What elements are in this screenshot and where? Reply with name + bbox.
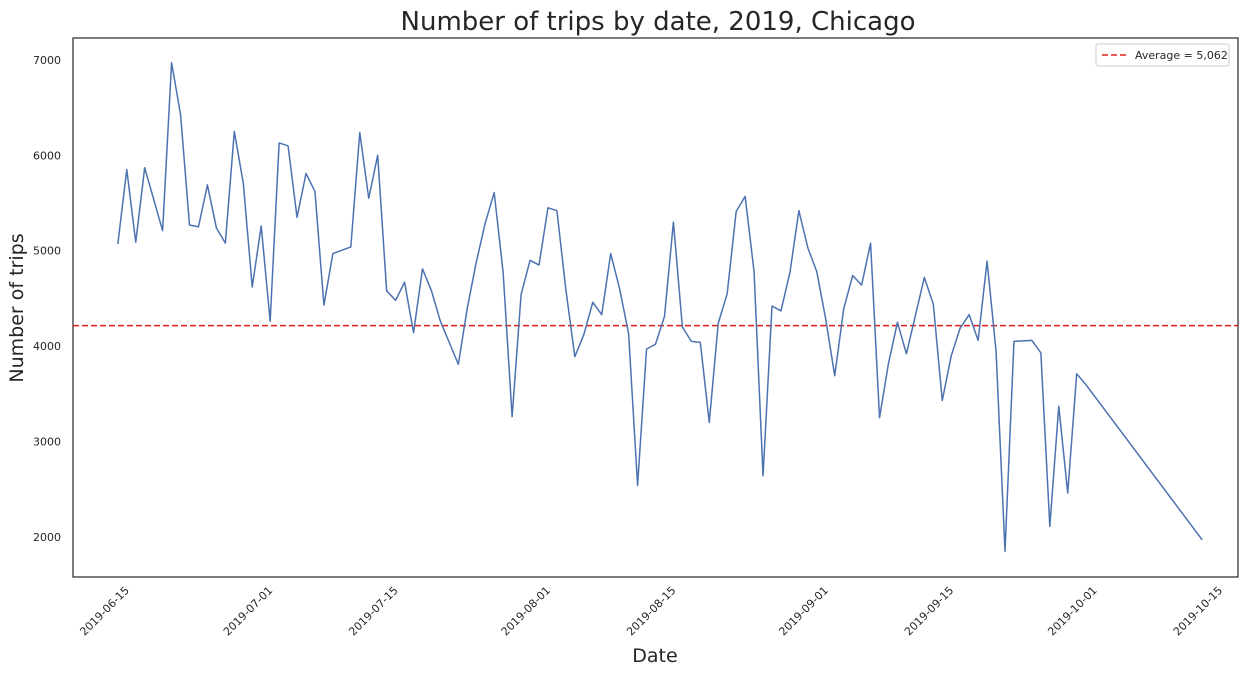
y-tick-label: 7000 <box>33 54 61 67</box>
y-tick-label: 2000 <box>33 531 61 544</box>
y-axis-ticks: 2000 3000 4000 5000 6000 7000 <box>33 54 61 544</box>
series-line <box>117 62 1203 552</box>
chart-title: Number of trips by date, 2019, Chicago <box>401 7 916 37</box>
legend-label-average: Average = 5,062 <box>1135 49 1228 62</box>
y-tick-label: 4000 <box>33 340 61 353</box>
y-tick-label: 5000 <box>33 245 61 258</box>
x-axis-label: Date <box>632 645 677 667</box>
y-tick-label: 6000 <box>33 149 61 162</box>
series-group <box>117 62 1203 552</box>
legend: Average = 5,062 <box>1095 43 1230 67</box>
y-tick-label: 3000 <box>33 436 61 449</box>
y-axis-label: Number of trips <box>6 233 28 382</box>
plot-area <box>72 37 1239 578</box>
legend-box <box>1095 43 1230 67</box>
